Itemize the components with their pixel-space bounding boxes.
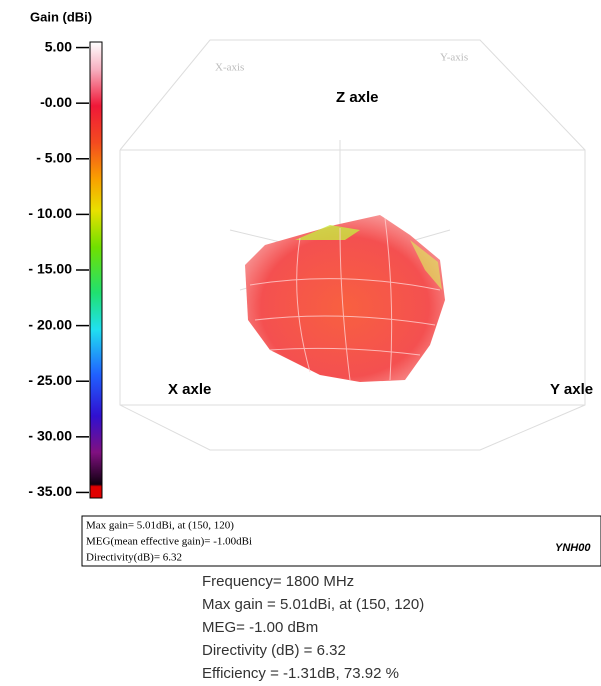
colorbar-title: Gain (dBi) xyxy=(30,9,92,24)
colorbar-tick-label: - 35.00 xyxy=(28,483,72,499)
info-line: MEG(mean effective gain)= -1.00dBi xyxy=(86,536,252,548)
colorbar xyxy=(89,41,103,499)
x-axis-label: X axle xyxy=(168,381,211,398)
colorbar-tick-label: - 20.00 xyxy=(28,316,72,332)
y-axis-faint: Y-axis xyxy=(440,52,468,64)
info-tag: YNH00 xyxy=(555,542,591,554)
colorbar-tick-label: -0.00 xyxy=(40,94,72,110)
info-line: Directivity(dB)= 6.32 xyxy=(86,552,182,564)
colorbar-ticks: 5.00 -0.00 - 5.00 - 10.00 - 15.00 - 20.00 - 25… xyxy=(28,38,89,499)
caption-line: Frequency= 1800 MHz xyxy=(202,573,354,590)
caption-line: MEG= -1.00 dBm xyxy=(202,619,318,636)
caption-line: Directivity (dB) = 6.32 xyxy=(202,642,346,659)
x-axis-faint: X-axis xyxy=(215,62,244,74)
colorbar-tick-label: - 25.00 xyxy=(28,372,72,388)
colorbar-tick-label: - 10.00 xyxy=(28,205,72,221)
radiation-pattern xyxy=(245,215,445,382)
info-line: Max gain= 5.01dBi, at (150, 120) xyxy=(86,520,234,532)
y-axis-label: Y axle xyxy=(550,381,593,398)
caption-line: Max gain = 5.01dBi, at (150, 120) xyxy=(202,596,424,613)
caption-line: Efficiency = -1.31dB, 73.92 % xyxy=(202,665,399,682)
colorbar-tick-label: 5.00 xyxy=(45,38,72,54)
colorbar-tick-label: - 30.00 xyxy=(28,428,72,444)
colorbar-tick-label: - 5.00 xyxy=(36,149,72,165)
info-box xyxy=(81,515,601,567)
colorbar-tick-label: - 15.00 xyxy=(28,261,72,277)
z-axis-label: Z axle xyxy=(336,89,379,106)
